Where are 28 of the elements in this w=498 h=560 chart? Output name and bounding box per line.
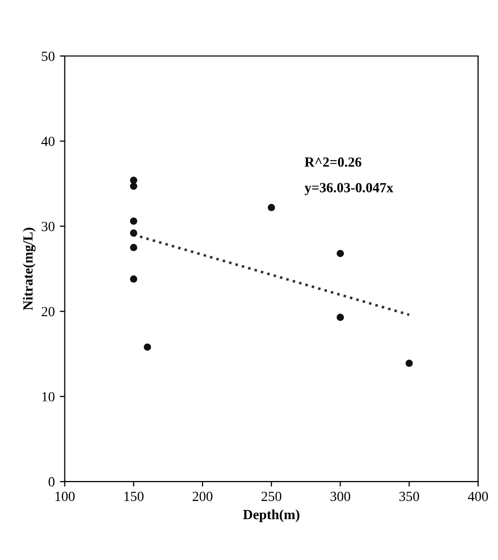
x-tick-label: 150 xyxy=(124,492,144,502)
x-tick-label: 200 xyxy=(192,492,212,502)
x-tick-label: 400 xyxy=(468,492,488,502)
point xyxy=(336,250,344,258)
y-tick-label: 10 xyxy=(42,392,54,402)
point xyxy=(268,204,276,212)
point xyxy=(130,217,138,225)
point xyxy=(130,275,138,283)
annotation: y=36.03-0.047x xyxy=(304,182,394,196)
y-tick-label: 30 xyxy=(42,222,54,232)
x-tick-label: 300 xyxy=(330,492,350,502)
point xyxy=(130,229,138,237)
point xyxy=(130,176,138,184)
y-tick-label: 0 xyxy=(48,477,54,487)
y-tick-label: 50 xyxy=(42,52,54,61)
x-tick-label: 100 xyxy=(56,492,75,502)
y-tick-label: 20 xyxy=(42,306,54,316)
y-tick-label: 40 xyxy=(41,136,54,146)
point xyxy=(130,182,138,190)
x-axis-title: Depth(m) xyxy=(243,509,300,522)
point xyxy=(336,314,344,321)
x-tick-label: 250 xyxy=(262,492,282,502)
x-tick-label: 350 xyxy=(399,492,420,502)
point xyxy=(144,343,152,351)
point xyxy=(130,244,138,252)
y-axis-title: Nitrate(mg/L) xyxy=(22,228,36,310)
point xyxy=(406,360,413,367)
annotation: R^2=0.26 xyxy=(304,157,362,167)
